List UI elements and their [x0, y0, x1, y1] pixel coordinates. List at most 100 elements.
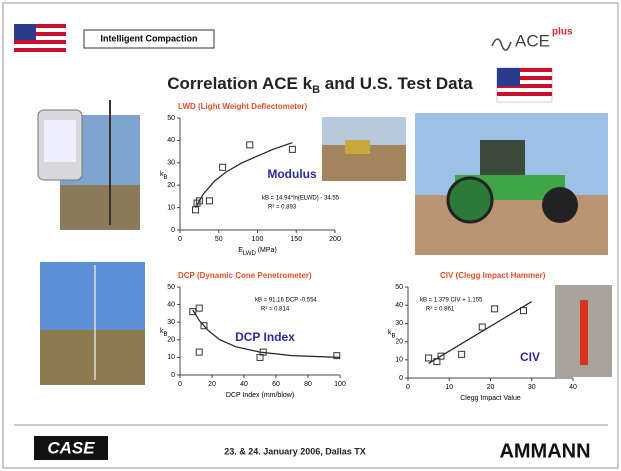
- x-tick-label: 30: [528, 384, 536, 391]
- slide-title: Correlation ACE kB and U.S. Test Data: [167, 74, 473, 95]
- x-axis-label: Clegg Impact Value: [460, 395, 521, 402]
- data-point: [288, 145, 296, 153]
- x-tick-label: 0: [406, 384, 410, 391]
- y-tick-label: 40: [167, 301, 175, 308]
- x-tick-label: 0: [178, 236, 182, 243]
- case-logo-bg: [34, 436, 108, 460]
- title-pre: Correlation ACE k: [167, 74, 312, 93]
- y-axis-label-main: k: [160, 328, 164, 335]
- y-tick-label: 50: [167, 115, 175, 122]
- data-point: [200, 322, 208, 330]
- data-point: [193, 199, 201, 207]
- x-tick-label: 80: [304, 381, 312, 388]
- us-flag-right: [496, 67, 553, 103]
- y-tick-label: 30: [167, 160, 175, 167]
- y-tick-label: 40: [395, 302, 403, 309]
- chart-title: CIV (Clegg Impact Hammer): [440, 271, 546, 280]
- y-tick-label: 30: [167, 319, 175, 326]
- data-point: [478, 323, 486, 331]
- chart-title: LWD (Light Weight Deflectometer): [178, 102, 308, 111]
- y-axis-label-sub: B: [164, 332, 168, 338]
- logo-text: ACE: [515, 31, 550, 50]
- header-box: [83, 29, 215, 49]
- data-point: [433, 358, 441, 366]
- r-squared: R² = 0.814: [261, 307, 290, 313]
- trend-line: [428, 301, 533, 364]
- x-tick-label: 40: [240, 381, 248, 388]
- chart-label: CIV: [520, 350, 540, 364]
- data-point: [205, 197, 213, 205]
- photo-hammer: [555, 285, 612, 377]
- x-tick-label: 10: [445, 384, 453, 391]
- y-tick-label: 20: [395, 338, 403, 345]
- case-logo: CASE: [47, 438, 95, 457]
- y-tick-label: 20: [167, 182, 175, 189]
- data-point: [520, 307, 527, 315]
- header-box-text: Intelligent Compaction: [100, 33, 197, 43]
- y-axis-label-sub: B: [392, 333, 396, 339]
- y-tick-label: 50: [167, 284, 175, 291]
- equation: kB = 91.16 DCP -0.554: [255, 298, 317, 304]
- photo-pda: [37, 100, 140, 230]
- x-axis-label-main: E: [238, 247, 243, 254]
- chart-label: DCP Index: [235, 330, 295, 344]
- r-squared: R² = 0.861: [426, 307, 455, 313]
- y-axis-label: kB: [160, 328, 168, 338]
- x-tick-label: 20: [208, 381, 216, 388]
- data-point: [195, 197, 203, 205]
- y-tick-label: 10: [395, 357, 403, 364]
- title-sub: B: [312, 84, 320, 96]
- chart-label: Modulus: [267, 167, 317, 181]
- r-squared: R² = 0.893: [268, 205, 297, 211]
- data-point: [259, 348, 267, 356]
- x-tick-label: 0: [178, 381, 182, 388]
- data-point: [437, 352, 445, 360]
- x-axis-label: DCP Index (mm/blow): [226, 392, 294, 399]
- trend-line: [194, 142, 293, 208]
- x-tick-label: 20: [487, 384, 495, 391]
- footer-date: 23. & 24. January 2006, Dallas TX: [224, 446, 366, 456]
- x-tick-label: 100: [252, 236, 264, 243]
- x-axis-label-sub: LWD: [243, 251, 257, 257]
- photo-roller: [415, 113, 608, 255]
- y-axis-label: kB: [160, 171, 168, 181]
- us-flag: [14, 24, 66, 56]
- data-point: [219, 163, 227, 171]
- data-point: [425, 354, 433, 362]
- ammann-logo: AMMANN: [499, 440, 590, 462]
- photo-field: [40, 262, 145, 385]
- data-point: [195, 304, 203, 312]
- data-point: [192, 206, 199, 214]
- trend-line: [192, 309, 341, 358]
- y-tick-label: 10: [167, 354, 175, 361]
- y-axis-label: kB: [388, 329, 396, 339]
- x-tick-label: 150: [290, 236, 302, 243]
- equation: kB = 14.94*ln(ELWD) - 34.55: [262, 196, 340, 202]
- y-tick-label: 0: [171, 372, 175, 379]
- x-axis-label: ELWD (MPa): [238, 247, 277, 257]
- photo-truck: [322, 117, 406, 181]
- equation: kB = 1.379 CIV + 1.155: [420, 298, 483, 304]
- x-tick-label: 50: [215, 236, 223, 243]
- x-tick-label: 60: [272, 381, 280, 388]
- chart-title: DCP (Dynamic Cone Penetrometer): [178, 271, 312, 280]
- y-tick-label: 0: [399, 375, 403, 382]
- y-axis-label-main: k: [160, 171, 164, 178]
- data-point: [333, 352, 341, 360]
- y-tick-label: 40: [167, 137, 175, 144]
- data-point: [491, 305, 499, 313]
- logo-wave: [491, 38, 512, 51]
- data-point: [189, 308, 197, 316]
- y-axis-label-sub: B: [164, 175, 168, 181]
- x-tick-label: 100: [334, 381, 346, 388]
- y-tick-label: 20: [167, 337, 175, 344]
- y-tick-label: 30: [395, 320, 403, 327]
- data-point: [458, 350, 466, 358]
- y-axis-label-main: k: [388, 329, 392, 336]
- data-point: [246, 141, 254, 149]
- data-point: [195, 348, 203, 356]
- x-tick-label: 40: [569, 384, 577, 391]
- title-post: and U.S. Test Data: [320, 74, 473, 93]
- x-tick-label: 200: [329, 236, 341, 243]
